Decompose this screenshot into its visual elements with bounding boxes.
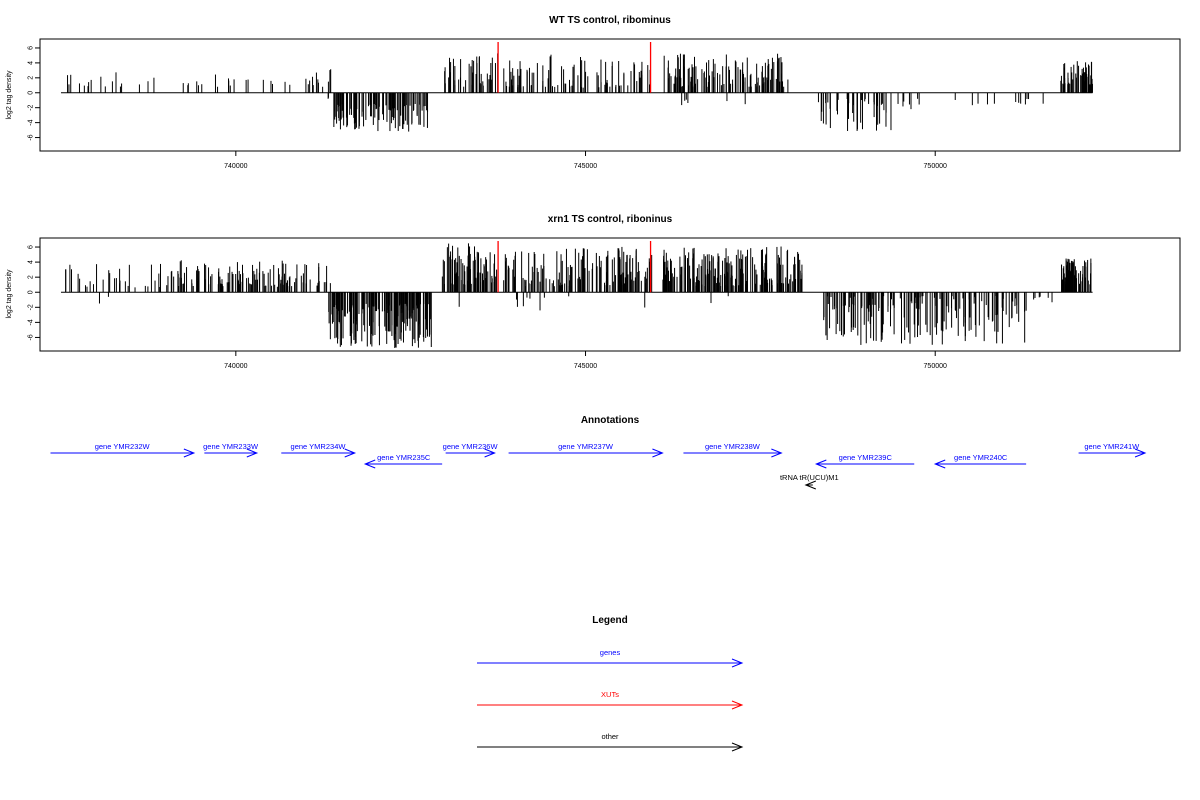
feature-label: gene YMR234W [291,442,347,451]
track-panel-wt: WT TS control, ribominus log2 tag densit… [6,15,1181,170]
y-tick-label: -4 [28,319,35,325]
y-tick-label: -4 [28,119,35,125]
feature-label: gene YMR236W [443,442,499,451]
y-tick-label: 4 [28,260,35,264]
data-bars [60,41,1093,132]
feature-arrow-head [246,448,259,458]
feature-arrow-head [652,448,664,458]
annotation-feature: tRNA tR(UCU)M1 [780,473,839,490]
feature-arrow-head [771,448,783,458]
track-panel-xrn1: xrn1 TS control, riboninus log2 tag dens… [6,214,1181,370]
feature-label: gene YMR232W [95,442,151,451]
annotation-feature: gene YMR240C [933,453,1027,469]
feature-arrow-head [484,448,496,458]
feature-label: gene YMR233W [203,442,259,451]
annotation-feature: gene YMR234W [281,442,357,458]
annotation-feature: gene YMR232W [50,442,196,458]
x-tick-label: 750000 [924,163,947,170]
annotation-feature: gene YMR236W [443,442,499,458]
legend-arrow-head [731,700,744,710]
legend-item: genes [477,648,744,668]
y-tick-label: -2 [28,304,35,310]
feature-label: tRNA tR(UCU)M1 [780,473,839,482]
annotations-title: Annotations [581,415,640,426]
y-tick-label: 6 [28,245,35,249]
feature-label: gene YMR238W [705,442,761,451]
feature-label: gene YMR240C [954,453,1008,462]
feature-arrow-head [1134,448,1147,458]
annotation-feature: gene YMR233W [203,442,259,458]
y-axis-label: log2 tag density [6,269,13,319]
x-axis-ticks: 740000 745000 750000 [224,351,947,370]
feature-arrow-head [363,459,376,469]
legend-arrow-head [731,742,744,752]
y-tick-label: -2 [28,104,35,110]
panel-title: xrn1 TS control, riboninus [548,214,673,225]
legend-label: genes [600,648,621,657]
legend-title: Legend [592,615,628,626]
feature-arrow-head [804,480,817,490]
y-tick-label: 6 [28,46,35,50]
legend: Legend genes XUTs other [477,615,744,752]
annotation-feature: gene YMR241W [1078,442,1147,458]
legend-item: XUTs [477,690,744,710]
y-axis-label: log2 tag density [6,70,13,120]
annotation-feature: gene YMR239C [814,453,915,469]
feature-arrow-head [814,459,827,469]
x-tick-label: 745000 [574,363,597,370]
panel-title: WT TS control, ribominus [549,15,671,26]
annotation-features: gene YMR232W gene YMR233W gene YMR234W gene… [50,442,1147,490]
annotation-feature: gene YMR235C [363,453,443,469]
y-tick-label: 0 [28,91,35,95]
y-tick-label: 0 [28,290,35,294]
y-tick-label: 4 [28,61,35,65]
y-tick-label: -6 [28,134,35,140]
legend-label: XUTs [601,690,619,699]
feature-label: gene YMR239C [839,453,893,462]
y-tick-label: 2 [28,275,35,279]
y-axis-ticks: -6 -4 -2 0 2 4 6 [28,46,40,141]
y-axis-ticks: -6 -4 -2 0 2 4 6 [28,245,40,341]
legend-items: genes XUTs other [477,648,744,752]
x-tick-label: 740000 [224,163,247,170]
feature-label: gene YMR235C [377,453,431,462]
feature-label: gene YMR237W [558,442,614,451]
x-axis-ticks: 740000 745000 750000 [224,151,947,170]
x-tick-label: 745000 [574,163,597,170]
feature-arrow-head [933,459,946,469]
legend-item: other [477,732,744,752]
y-tick-label: 2 [28,76,35,80]
feature-label: gene YMR241W [1084,442,1140,451]
x-tick-label: 740000 [224,363,247,370]
annotation-feature: gene YMR238W [683,442,783,458]
annotation-track: Annotations gene YMR232W gene YMR233W gene… [50,415,1147,490]
feature-arrow-head [183,448,196,458]
legend-label: other [601,732,619,741]
plot-frame [39,38,1181,152]
y-tick-label: -6 [28,334,35,340]
feature-arrow-head [344,448,357,458]
legend-arrow-head [731,658,744,668]
plot-frame [39,237,1181,352]
data-bars [60,241,1093,348]
x-tick-label: 750000 [924,363,947,370]
annotation-feature: gene YMR237W [508,442,664,458]
